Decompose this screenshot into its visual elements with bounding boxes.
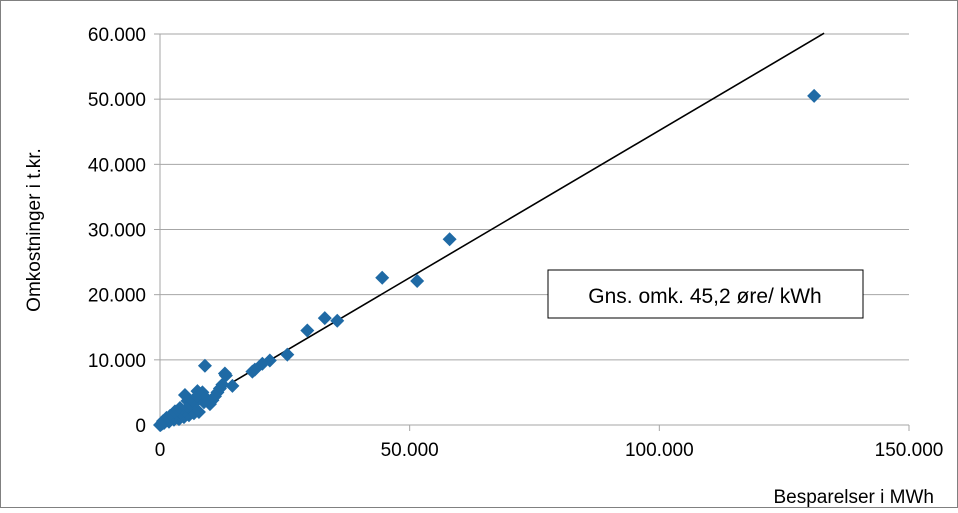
data-point xyxy=(177,388,192,403)
data-point xyxy=(280,347,295,362)
annotation-box: Gns. omk. 45,2 øre/ kWh xyxy=(547,269,864,319)
data-point xyxy=(317,311,332,326)
x-tick-label: 50.000 xyxy=(381,440,439,461)
y-tick-label: 30.000 xyxy=(88,221,146,242)
data-point xyxy=(225,378,240,393)
tick-labels: 0 50.000 100.000 150.000 0 10.000 20.000 30.000… xyxy=(88,25,943,461)
data-point xyxy=(375,270,390,285)
data-point xyxy=(410,273,425,288)
x-axis-label: Besparelser i MWh xyxy=(774,487,935,508)
y-tick-label: 60.000 xyxy=(88,25,146,46)
data-point xyxy=(807,88,822,103)
annotation-label: Gns. omk. 45,2 øre/ kWh xyxy=(588,285,821,308)
data-point xyxy=(217,366,232,381)
data-point xyxy=(197,358,212,373)
x-tick-label: 100.000 xyxy=(625,440,694,461)
data-point xyxy=(300,323,315,338)
annotation-frame xyxy=(547,269,864,319)
data-point xyxy=(153,418,167,432)
y-tick-label: 40.000 xyxy=(88,155,146,176)
y-tick-label: 50.000 xyxy=(88,90,146,111)
data-point xyxy=(442,232,457,247)
y-tick-label: 0 xyxy=(135,416,146,437)
x-tick-label: 0 xyxy=(155,440,166,461)
y-tick-label: 10.000 xyxy=(88,351,146,372)
data-point xyxy=(245,364,260,379)
data-points xyxy=(153,88,822,432)
x-tick-label: 150.000 xyxy=(875,440,944,461)
data-point xyxy=(330,313,345,328)
y-axis-label: Omkostninger i t.kr. xyxy=(24,148,45,312)
y-tick-label: 20.000 xyxy=(88,286,146,307)
